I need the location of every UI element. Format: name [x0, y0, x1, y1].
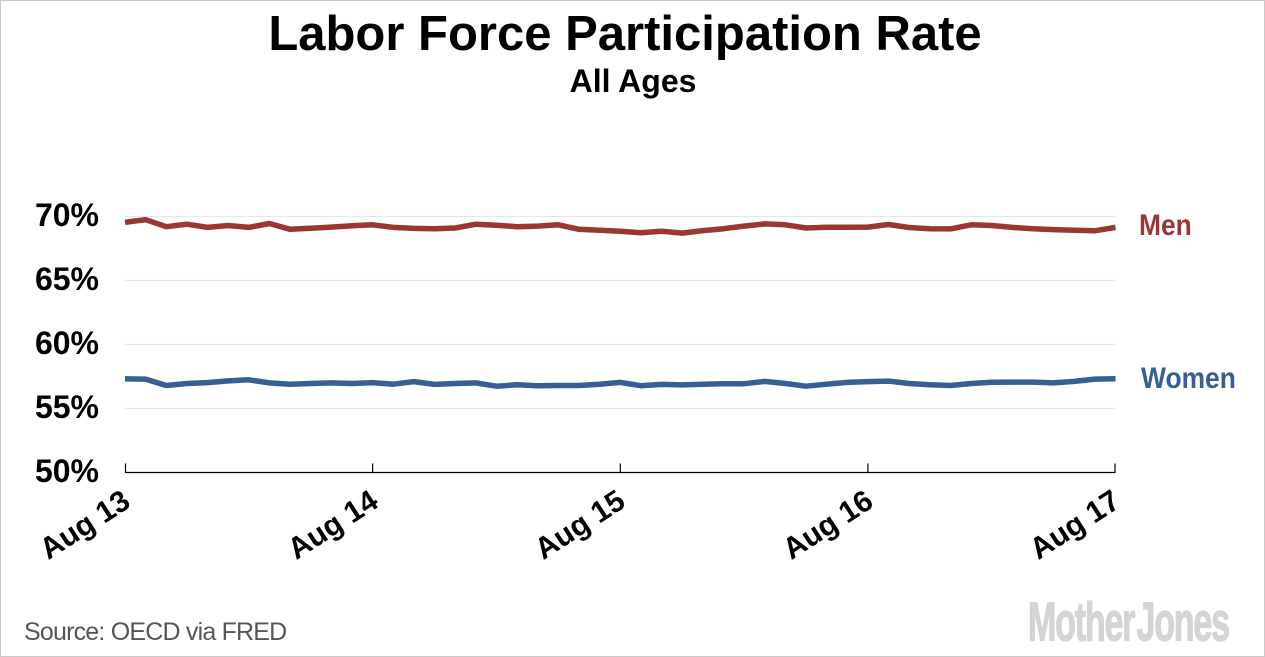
svg-text:Mother: Mother — [1028, 600, 1136, 644]
svg-text:Jones: Jones — [1137, 600, 1229, 644]
